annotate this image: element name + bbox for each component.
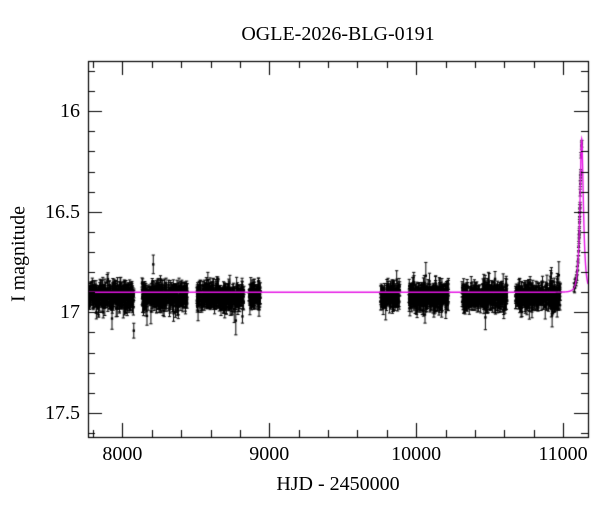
y-tick-label: 17.5 (45, 401, 80, 424)
x-axis-label: HJD - 2450000 (276, 473, 400, 495)
x-tick-label: 8000 (102, 443, 143, 465)
y-tick-label: 16.5 (45, 200, 80, 223)
x-tick-label: 10000 (391, 443, 442, 465)
y-tick-label: 16 (60, 100, 80, 123)
chart-title: OGLE-2026-BLG-0191 (241, 23, 435, 45)
x-tick-label: 9000 (249, 443, 290, 465)
x-tick-label: 11000 (538, 443, 588, 465)
y-tick-label: 17 (60, 301, 80, 324)
